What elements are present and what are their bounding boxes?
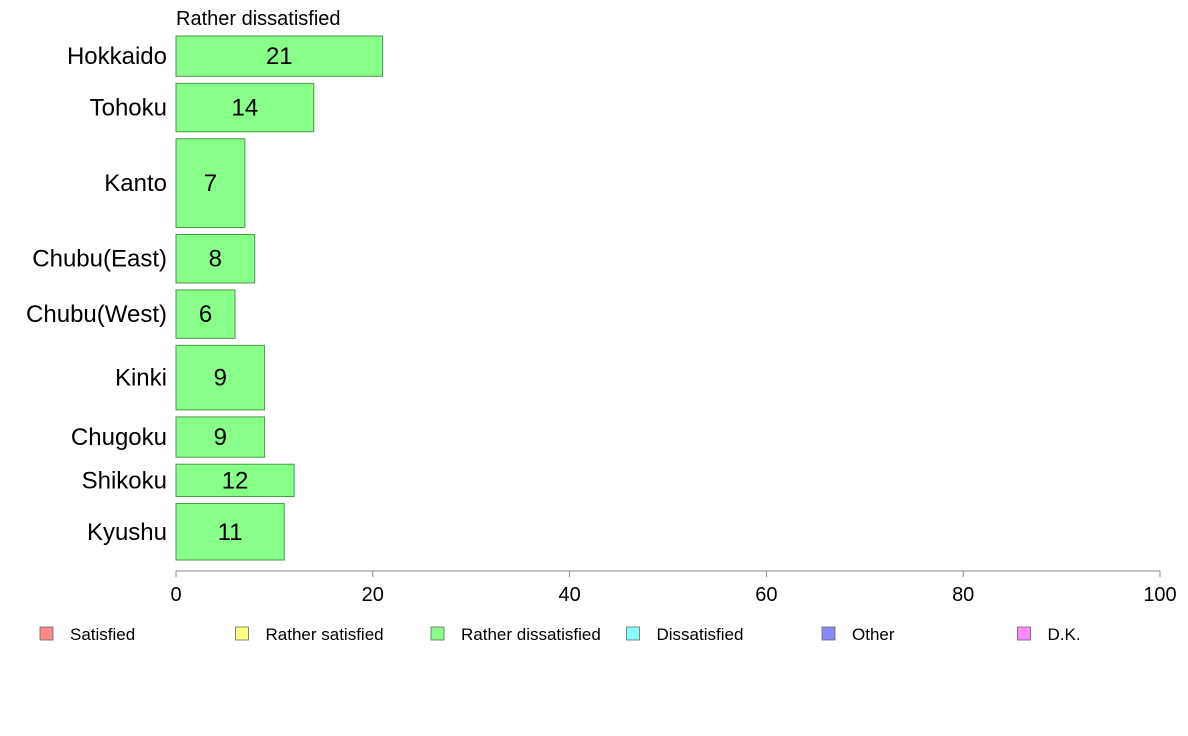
- x-tick-label: 40: [558, 584, 580, 606]
- bars-group: Hokkaido 21 Tohoku 14 Kanto 7 Chubu(East) 8 Chub…: [26, 35, 384, 561]
- chart-title: Rather dissatisfied: [176, 8, 341, 30]
- legend-swatch: [821, 626, 836, 641]
- bar-chugoku: [175, 416, 266, 458]
- x-tick-label: 0: [170, 584, 181, 606]
- bar-shikoku: [175, 463, 295, 498]
- category-label: Tohoku: [90, 95, 167, 122]
- legend-swatch: [1017, 626, 1031, 641]
- legend-swatch: [626, 626, 640, 641]
- legend-swatch: [430, 626, 445, 641]
- value-label: 9: [214, 365, 227, 392]
- bar-chubu-west-: [175, 289, 236, 339]
- legend-swatch: [235, 626, 249, 641]
- category-label: Hokkaido: [67, 43, 167, 70]
- legend-label: Dissatisfied: [657, 625, 744, 644]
- x-tick-label: 100: [1143, 584, 1176, 606]
- value-label: 7: [204, 170, 217, 197]
- legend-label: Other: [852, 625, 895, 644]
- category-label: Kyushu: [87, 519, 167, 546]
- x-tick-label: 80: [952, 584, 974, 606]
- value-label: 11: [218, 519, 243, 546]
- category-label: Shikoku: [82, 467, 167, 494]
- legend: Satisfied Rather satisfied Rather dissatis…: [39, 625, 1081, 644]
- value-label: 8: [209, 246, 222, 273]
- category-label: Chugoku: [71, 424, 167, 451]
- bar-kinki: [175, 344, 266, 411]
- legend-swatch: [39, 626, 54, 641]
- bar-tohoku: [175, 82, 315, 133]
- bar-chubu-east-: [175, 234, 256, 284]
- bar-hokkaido: [175, 35, 384, 77]
- category-label: Chubu(West): [26, 301, 167, 328]
- bar-kanto: [175, 138, 246, 229]
- bar-kyushu: [175, 503, 285, 561]
- legend-label: Satisfied: [70, 625, 135, 644]
- value-label: 9: [214, 424, 227, 451]
- legend-label: Rather satisfied: [266, 625, 384, 644]
- x-tick-label: 20: [362, 584, 384, 606]
- value-label: 21: [266, 43, 293, 70]
- category-label: Chubu(East): [32, 246, 167, 273]
- category-label: Kinki: [115, 365, 167, 392]
- value-label: 6: [199, 301, 212, 328]
- category-label: Kanto: [104, 170, 167, 197]
- legend-label: D.K.: [1048, 625, 1081, 644]
- x-axis: 0 20 40 60 80 100: [170, 570, 1177, 606]
- legend-label: Rather dissatisfied: [461, 625, 601, 644]
- value-label: 12: [222, 467, 249, 494]
- x-tick-label: 60: [755, 584, 777, 606]
- value-label: 14: [232, 95, 259, 122]
